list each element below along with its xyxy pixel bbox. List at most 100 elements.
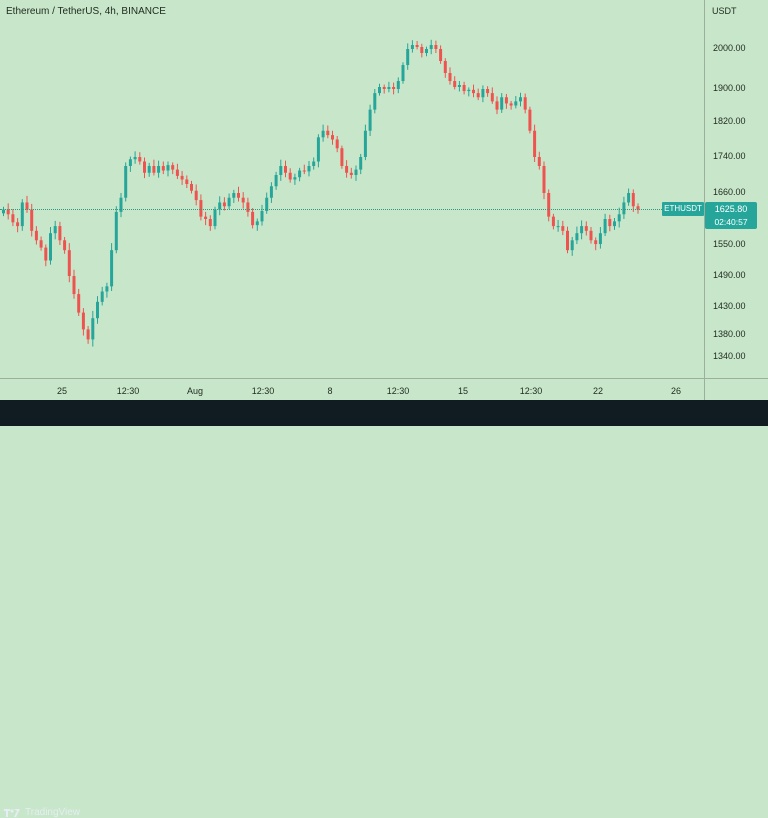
tradingview-logo[interactable]: TradingView (4, 807, 80, 818)
candle-body (415, 45, 419, 47)
candle-body (298, 170, 302, 178)
candle-body (49, 233, 52, 261)
candle-body (608, 219, 612, 227)
candle-body (194, 190, 198, 201)
candle (368, 104, 372, 136)
candle (453, 76, 457, 90)
time-tick: 8 (327, 386, 333, 396)
candle-body (208, 219, 212, 227)
candle-body (143, 161, 146, 173)
time-axis[interactable] (0, 378, 704, 401)
candle-body (392, 87, 396, 89)
price-tick: 1430.00 (713, 301, 746, 311)
candle (180, 170, 184, 185)
candle (382, 84, 386, 94)
candle (218, 196, 222, 216)
symbol-legend[interactable]: Ethereum / TetherUS, 4h, BINANCE (6, 6, 166, 17)
candle (387, 81, 391, 93)
candle (246, 197, 250, 217)
candle (420, 43, 424, 58)
candle-body (58, 226, 62, 241)
candle (161, 161, 165, 175)
candle (171, 162, 175, 175)
candle (476, 88, 480, 101)
candle-body (622, 202, 626, 215)
candle (279, 159, 283, 181)
candle-body (199, 200, 203, 217)
candle (194, 184, 198, 206)
candle (39, 236, 43, 251)
candle-body (580, 226, 584, 234)
candle (542, 161, 546, 200)
candle-body (20, 202, 24, 227)
candle-body (363, 130, 367, 157)
candle (288, 168, 292, 183)
candle (345, 160, 349, 178)
candle (490, 87, 494, 104)
price-axis[interactable] (704, 0, 768, 378)
candle (359, 153, 363, 175)
tradingview-logo-icon (4, 808, 20, 817)
candle-body (378, 87, 381, 94)
candle-body (288, 172, 292, 180)
candle-body (523, 97, 527, 110)
candle-body (594, 240, 598, 245)
candle (608, 214, 612, 232)
candle-body (331, 135, 334, 140)
candle (584, 221, 588, 236)
candle-body (354, 169, 358, 175)
candle (561, 220, 565, 236)
candle (617, 207, 621, 228)
candle-body (34, 230, 38, 241)
candle-body (110, 250, 114, 287)
candle (556, 219, 560, 232)
candle-body (218, 202, 222, 210)
candle-body (500, 97, 504, 110)
candle (213, 206, 217, 230)
plot-area[interactable] (0, 0, 704, 378)
candle-body (274, 175, 278, 187)
time-tick: Aug (186, 386, 204, 396)
candle (326, 125, 330, 139)
candle-body (495, 101, 499, 110)
candle-body (359, 157, 363, 170)
candle-body (227, 197, 231, 207)
candle (533, 124, 537, 162)
candle (316, 134, 320, 168)
candle (523, 93, 527, 114)
candle (312, 157, 316, 170)
candle-body (598, 233, 602, 245)
candle-body (133, 157, 137, 160)
axis-corner (704, 378, 768, 401)
candle-body (349, 172, 353, 175)
candle (425, 46, 428, 57)
candle-body (345, 166, 349, 173)
candle-body (237, 193, 240, 198)
candle (514, 96, 518, 109)
candle-body (246, 202, 250, 212)
candle-body (443, 61, 447, 73)
candle (636, 203, 640, 214)
candle-body (613, 221, 616, 227)
price-tick: 1380.00 (713, 329, 746, 339)
candle (627, 188, 631, 206)
time-tick: 12:30 (251, 386, 275, 396)
price-tick: 1900.00 (713, 83, 746, 93)
candle-body (401, 65, 405, 81)
candle-body (481, 89, 485, 98)
candle (594, 237, 598, 251)
candle-body (105, 286, 109, 292)
candle-body (561, 226, 565, 231)
candle (434, 40, 438, 53)
candle (72, 269, 76, 299)
time-tick: 15 (457, 386, 469, 396)
candle (91, 310, 95, 347)
chart-area[interactable]: Ethereum / TetherUS, 4h, BINANCE USDT 20… (0, 0, 768, 426)
candle-body (453, 81, 457, 87)
candle (138, 152, 142, 165)
candle-body (255, 221, 259, 226)
candle (96, 296, 99, 324)
candlestick-series (2, 39, 640, 347)
candle (143, 157, 146, 179)
candle-body (312, 161, 316, 166)
